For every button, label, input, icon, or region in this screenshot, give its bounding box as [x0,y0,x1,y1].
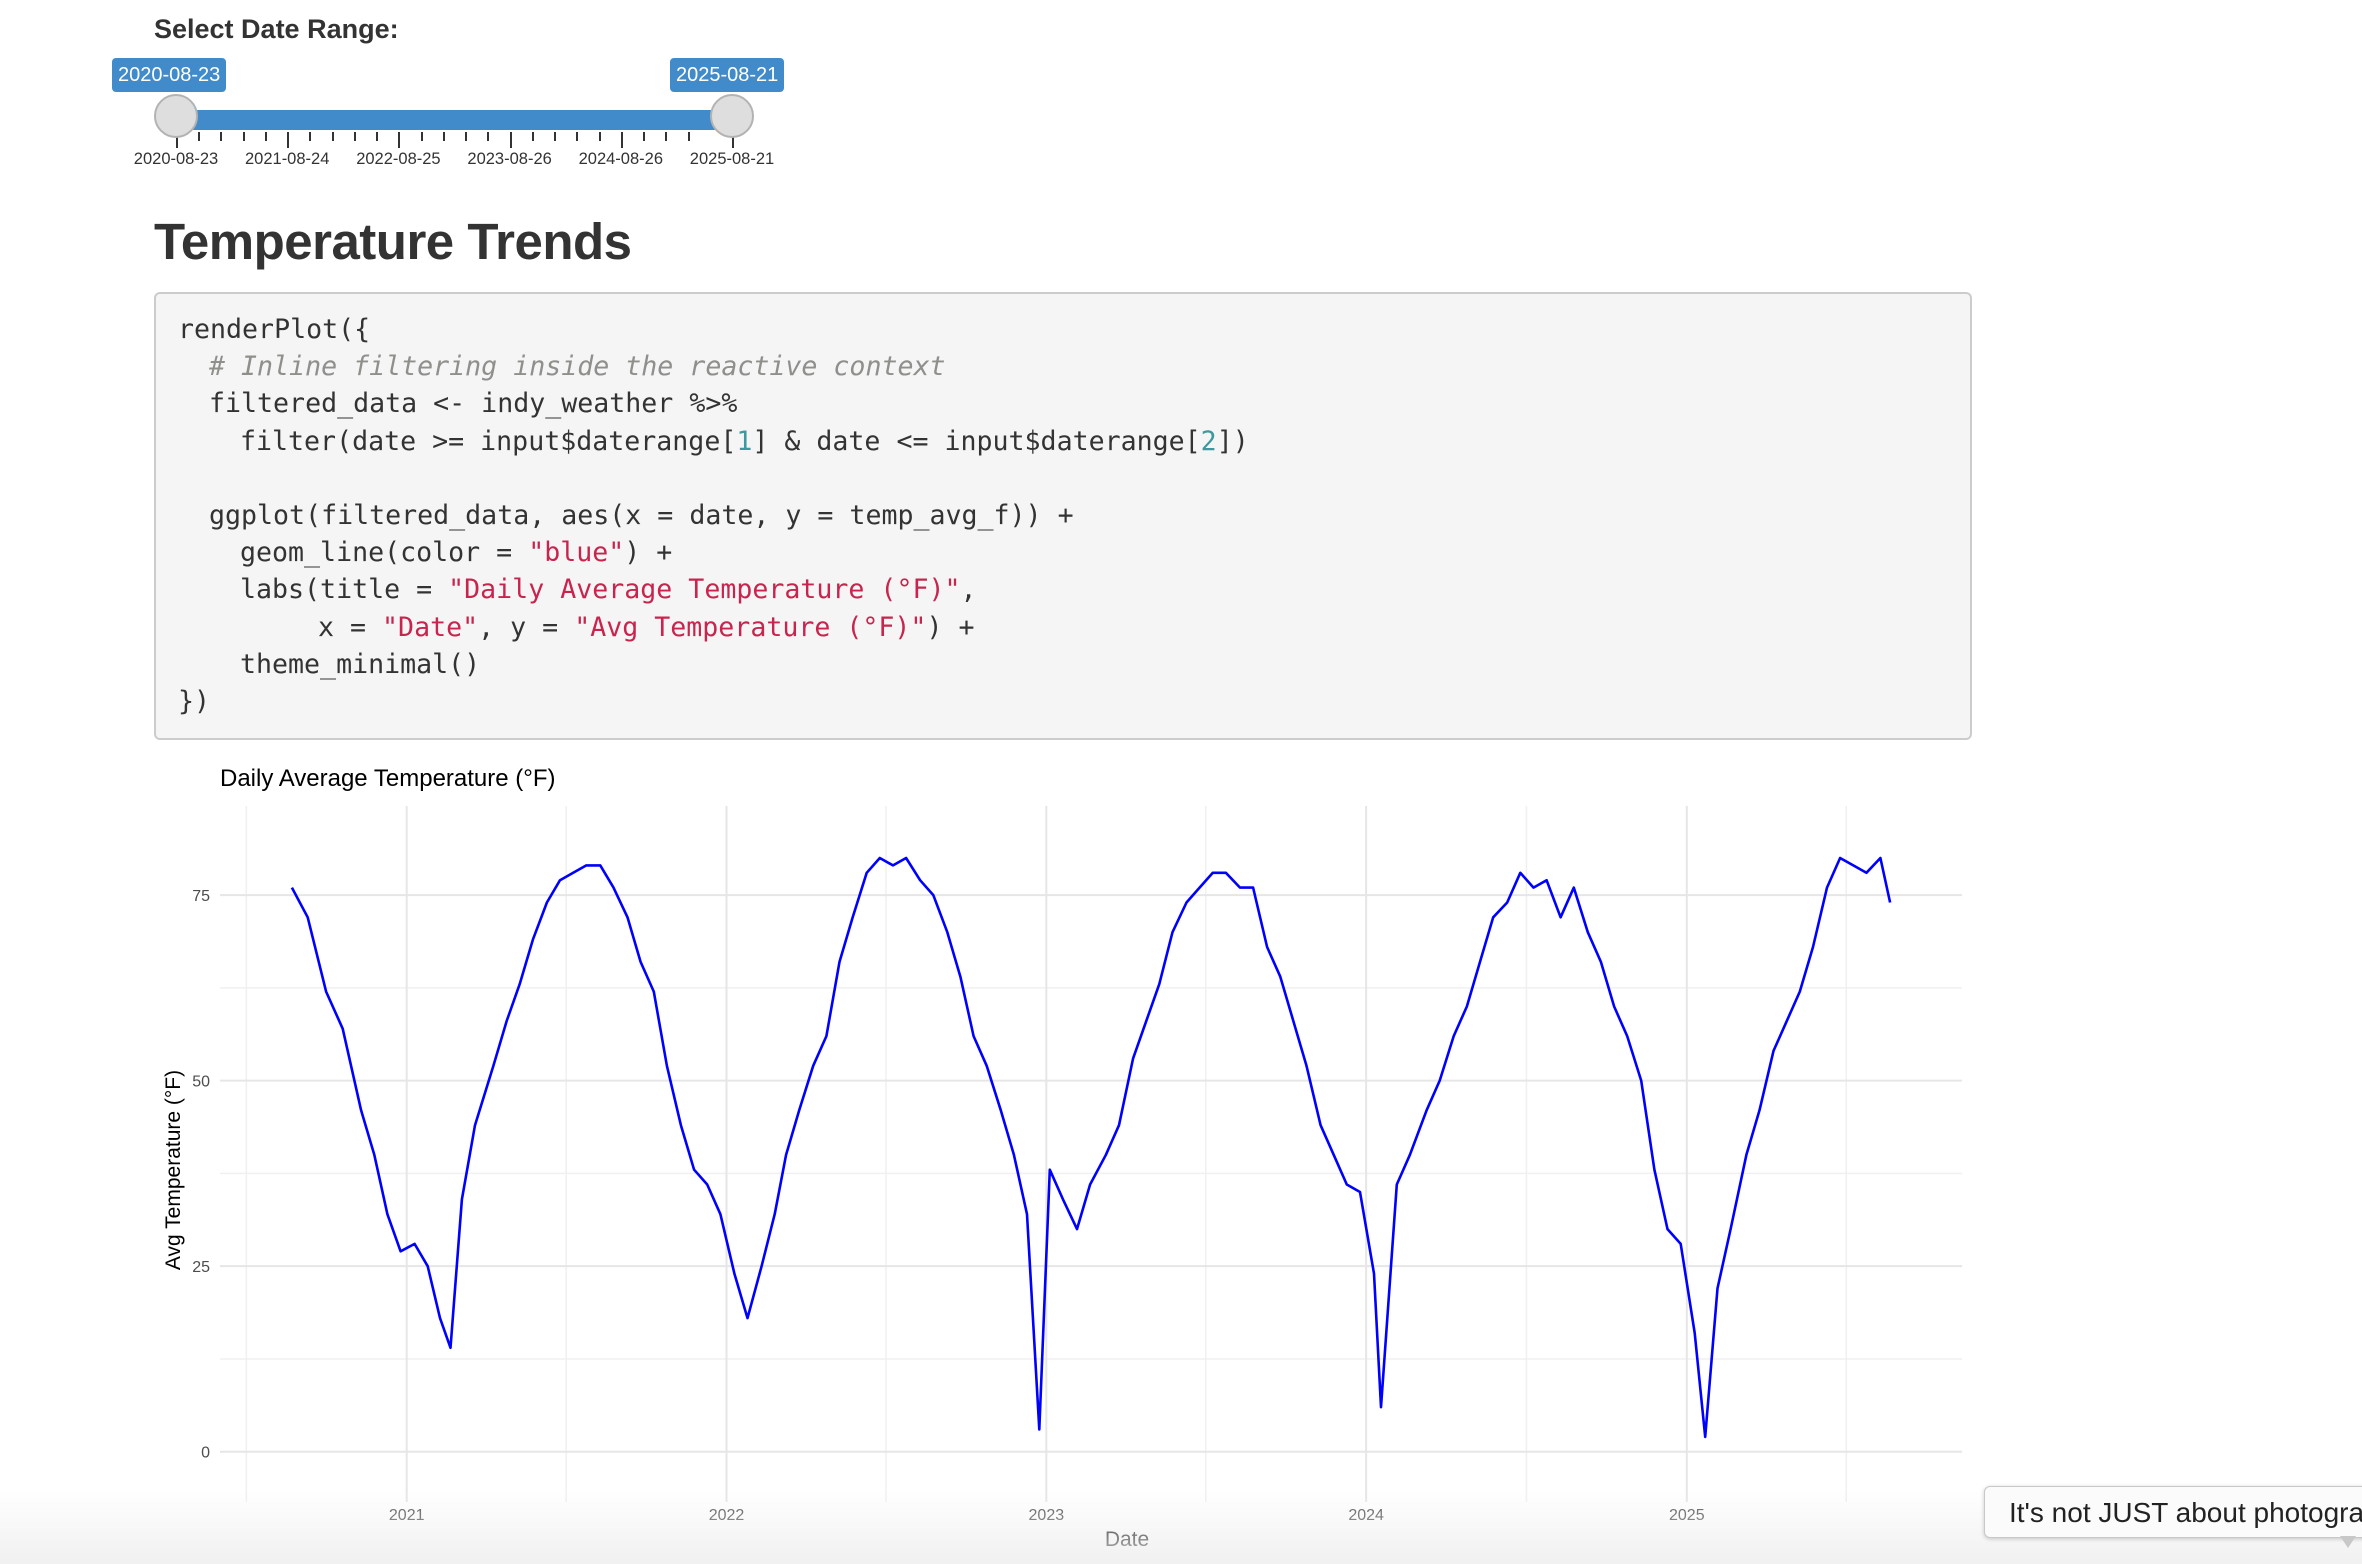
slider-minor-tick [376,132,379,141]
code-line: renderPlot({ [178,314,371,345]
slider-minor-tick [531,132,534,141]
slider-minor-tick [309,132,312,141]
slider-tick-label: 2025-08-21 [689,150,775,168]
y-tick-label: 75 [192,888,210,905]
chart-title: Daily Average Temperature (°F) [220,765,556,792]
tooltip-popup: It's not JUST about photography [1984,1486,2362,1538]
slider-to-value: 2025-08-21 [670,58,785,92]
y-tick-label: 25 [192,1259,210,1276]
date-range-label: Select Date Range: [154,14,399,44]
slider-from-value: 2020-08-23 [112,58,227,92]
x-tick-label: 2021 [389,1507,425,1524]
code-line: }) [178,685,211,717]
tooltip-tail [2340,1536,2356,1548]
x-tick-label: 2024 [1348,1507,1384,1524]
temperature-series-line [290,856,1892,1439]
slider-tick-label: 2023-08-26 [467,150,552,168]
code-line [178,460,1948,497]
slider-major-tick [509,132,512,148]
slider-major-tick [176,132,178,148]
slider-tick-label: 2024-08-26 [578,150,663,168]
slider-minor-tick [643,132,646,141]
slider-tick-label: 2021-08-24 [244,150,330,168]
code-line: x = "Date", y = "Avg Temperature (°F)") … [318,611,975,643]
slider-minor-tick [598,132,601,141]
code-line: # Inline filtering inside the reactive c… [209,351,946,383]
slider-minor-tick [665,132,668,141]
code-line: labs(title = "Daily Average Temperature … [240,574,977,606]
code-line: filtered_data <- indy_weather %>% [209,388,738,420]
slider-minor-tick [420,132,423,141]
y-axis-label: Avg Temperature (°F) [162,1070,185,1270]
slider-major-tick [398,132,401,148]
slider-minor-tick [554,132,557,141]
slider-selected-range[interactable] [176,110,730,130]
slider-minor-tick [264,132,267,141]
code-line: theme_minimal() [240,648,481,680]
slider-minor-tick [220,132,223,141]
slider-minor-tick [576,132,579,141]
code-line: geom_line(color = "blue") + [240,537,673,569]
slider-minor-tick [465,132,468,141]
y-tick-label: 0 [201,1445,210,1462]
x-tick-label: 2023 [1029,1507,1065,1524]
x-tick-label: 2025 [1669,1507,1705,1524]
x-tick-label: 2022 [709,1507,745,1524]
slider-minor-tick [353,132,356,141]
slider-minor-tick [242,132,245,141]
slider-minor-tick [442,132,445,141]
temperature-line-chart: 0 25 50 75 2021 2022 2023 2024 2025 Daily Average… [162,765,1962,1551]
section-title: Temperature Trends [154,213,632,270]
slider-minor-tick [687,132,690,141]
slider-tick-label: 2020-08-23 [133,150,219,168]
code-line: ggplot(filtered_data, aes(x = date, y = … [209,499,1074,531]
code-line: filter(date >= input$daterange[1] & date… [240,425,1249,457]
slider-minor-tick [487,132,490,141]
y-tick-label: 50 [192,1074,210,1091]
slider-minor-tick [198,132,201,141]
slider-major-tick [620,132,623,148]
slider-minor-tick [331,132,334,141]
slider-to-handle[interactable] [710,94,754,138]
slider-from-handle[interactable] [154,94,198,138]
date-range-slider[interactable]: 2020-08-23 2025-08-21 2020-08-23 2021-08-… [110,58,800,178]
code-block: renderPlot({ # Inline filtering inside th… [154,292,1972,740]
slider-major-tick [287,132,290,148]
slider-tick-label: 2022-08-25 [356,150,441,168]
x-axis-label: Date [1105,1528,1149,1551]
slider-major-tick [732,132,734,148]
